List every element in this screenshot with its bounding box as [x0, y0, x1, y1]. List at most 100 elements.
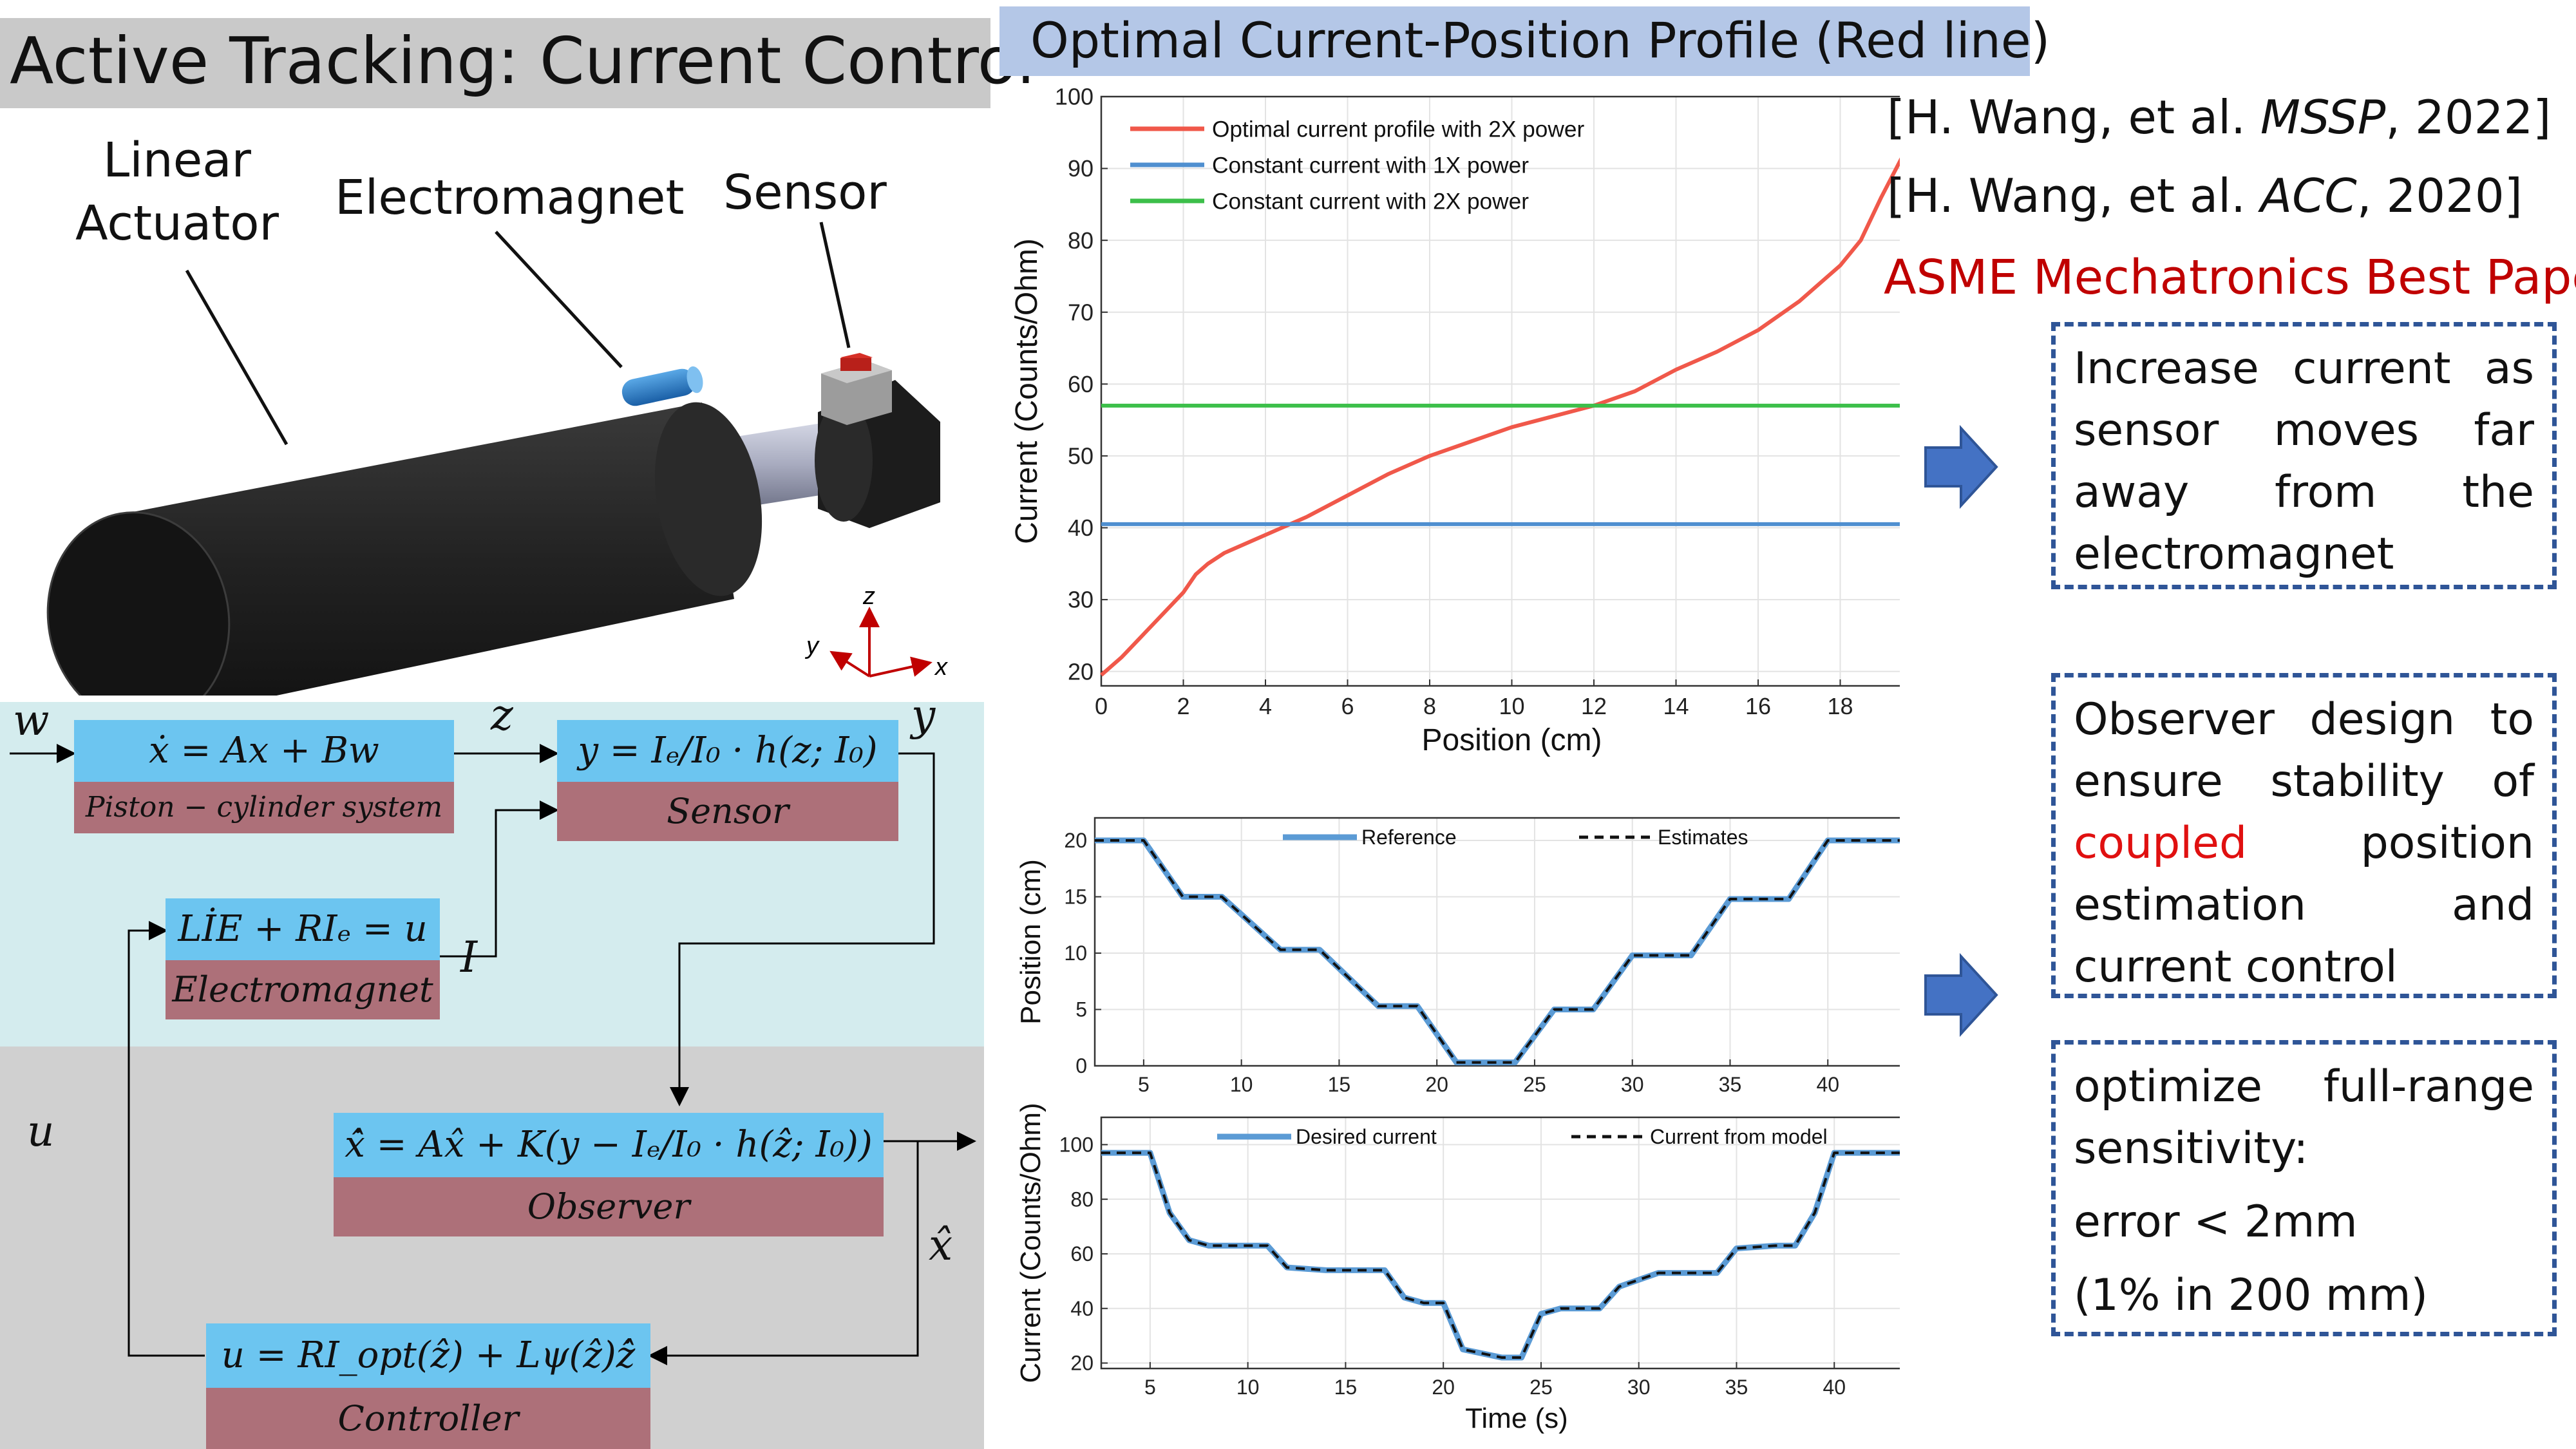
chart-title-banner — [999, 6, 2030, 76]
plot-frame — [1094, 817, 1900, 1067]
sensor-label: Sensor — [723, 165, 887, 220]
plant-name: Piston − cylinder system — [74, 782, 454, 833]
x-tick-label: 15 — [1328, 1073, 1351, 1096]
linear-actuator-label: Linear Actuator — [75, 133, 279, 251]
arrow-right-icon — [1924, 425, 1998, 509]
axis-y-label: y — [804, 632, 820, 659]
legend-label: Estimates — [1658, 826, 1748, 849]
cylinder-back — [654, 402, 762, 596]
sensor-top — [821, 361, 892, 383]
x-tick-label: 5 — [1144, 1376, 1156, 1399]
legend-label: Reference — [1361, 826, 1457, 849]
chart-title: Optimal Current-Position Profile (Red li… — [1030, 12, 2050, 69]
y-axis-label: Position (cm) — [1015, 859, 1046, 1025]
x-tick-label: 10 — [1499, 693, 1524, 719]
x-axis-label: Position (cm) — [1421, 723, 1602, 757]
y-tick-label: 30 — [1068, 587, 1094, 613]
x-tick-label: 4 — [1259, 693, 1272, 719]
x-tick-label: 5 — [1138, 1073, 1150, 1096]
electromagnet-coil — [621, 366, 703, 406]
cylinder-body — [116, 402, 734, 696]
x-tick-label: 35 — [1725, 1376, 1748, 1399]
y-tick-label: 20 — [1068, 658, 1094, 685]
x-tick-label: 0 — [1095, 693, 1108, 719]
x-tick-label: 15 — [1334, 1376, 1358, 1399]
coupled-highlight: coupled — [2074, 818, 2248, 869]
y-tick-label: 60 — [1070, 1242, 1094, 1265]
series-line-1 — [1095, 837, 1900, 1066]
signal-y: y — [911, 690, 936, 740]
y-tick-label: 15 — [1064, 886, 1087, 909]
legend-label: Constant current with 2X power — [1212, 189, 1529, 214]
plot-frame — [1100, 95, 1900, 687]
y-tick-label: 80 — [1070, 1188, 1094, 1211]
series-line-2 — [1095, 839, 1900, 1064]
signal-I: I — [460, 933, 478, 982]
y-tick-label: 60 — [1068, 371, 1094, 397]
observer-equation: x̂̇ = Ax̂ + K(y − Iₑ/I₀ · h(ẑ; I₀)) — [334, 1113, 884, 1177]
note-sensitivity: optimize full-range sensitivity: error <… — [2051, 1040, 2557, 1336]
actuator-illustration: z y x — [46, 222, 949, 696]
signal-xhat: x̂ — [929, 1220, 953, 1270]
y-tick-label: 20 — [1070, 1352, 1094, 1375]
y-tick-label: 40 — [1068, 515, 1094, 541]
y-axis-label: Current (Counts/Ohm) — [1010, 238, 1044, 544]
arrow-right-icon — [1924, 953, 1998, 1037]
x-axis-label: Time (s) — [1465, 1403, 1568, 1434]
y-tick-label: 100 — [1059, 1133, 1094, 1157]
y-tick-label: 10 — [1064, 942, 1087, 965]
x-tick-label: 6 — [1341, 693, 1354, 719]
x-tick-label: 8 — [1423, 693, 1436, 719]
note-observer-design: Observer design to ensure stability of c… — [2051, 673, 2557, 998]
x-tick-label: 14 — [1663, 693, 1689, 719]
position-time-chart: 5 10 15 20 25 30 35 40 0 5 10 15 20 Position (cm) Refe… — [1015, 817, 1900, 1096]
axis-z-label: z — [862, 583, 875, 610]
current-position-chart: 024681012141618202030405060708090100Posi… — [1010, 84, 1900, 757]
legend-label: Optimal current profile with 2X power — [1212, 117, 1584, 142]
y-tick-label: 5 — [1075, 998, 1087, 1021]
y-axis-label: Current (Counts/Ohm) — [1015, 1104, 1046, 1383]
page-title: Active Tracking: Current Control — [10, 23, 1035, 99]
y-tick-label: 0 — [1075, 1054, 1087, 1077]
legend-label: Desired current — [1296, 1125, 1437, 1148]
x-tick-label: 2 — [1177, 693, 1189, 719]
series-line-2 — [1101, 1151, 1900, 1359]
sensor-tip-side — [840, 358, 871, 371]
signal-z: z — [491, 690, 513, 740]
legend-label: Current from model — [1650, 1125, 1828, 1148]
electromagnet-block-name: Electromagnet — [166, 960, 440, 1019]
sensor-equation: y = Iₑ/I₀ · h(z; I₀) — [557, 720, 898, 782]
y-tick-label: 90 — [1068, 155, 1094, 182]
plant-equation: ẋ = Ax + Bw — [74, 720, 454, 782]
note-increase-current: Increase current as sensor moves far awa… — [2051, 322, 2557, 589]
sensor-pointer — [819, 222, 851, 348]
controller-block-name: Controller — [206, 1388, 650, 1449]
x-tick-label: 18 — [1827, 693, 1853, 719]
y-tick-label: 100 — [1055, 84, 1094, 110]
y-tick-label: 20 — [1064, 829, 1087, 852]
signal-u: u — [27, 1106, 55, 1156]
controller-equation: u = RI_opt(ẑ) + Lψ(ẑ)ẑ̇ — [206, 1323, 650, 1388]
x-tick-label: 25 — [1530, 1376, 1553, 1399]
block-diagram-wiring — [10, 744, 976, 1365]
x-tick-label: 16 — [1745, 693, 1771, 719]
axis-x-label: x — [934, 654, 949, 681]
x-tick-label: 35 — [1719, 1073, 1742, 1096]
observer-block-name: Observer — [334, 1177, 884, 1236]
x-tick-label: 30 — [1621, 1073, 1644, 1096]
x-tick-label: 25 — [1523, 1073, 1546, 1096]
x-tick-label: 10 — [1230, 1073, 1253, 1096]
title-banner — [0, 18, 990, 108]
x-tick-label: 40 — [1823, 1376, 1846, 1399]
axis-triad: z y x — [804, 583, 949, 681]
sensor-block-name: Sensor — [557, 782, 898, 841]
x-tick-label: 30 — [1627, 1376, 1651, 1399]
electromagnet-label: Electromagnet — [335, 170, 685, 225]
cylinder-front-face — [46, 511, 231, 696]
electromagnet-pointer — [495, 231, 623, 368]
reference-acc: [H. Wang, et al. ACC, 2020] — [1887, 169, 2523, 223]
electromagnet-equation: LİE + RIₑ = u — [166, 898, 440, 960]
bracket-hole — [815, 399, 873, 522]
y-tick-label: 50 — [1068, 443, 1094, 469]
y-tick-label: 80 — [1068, 227, 1094, 254]
